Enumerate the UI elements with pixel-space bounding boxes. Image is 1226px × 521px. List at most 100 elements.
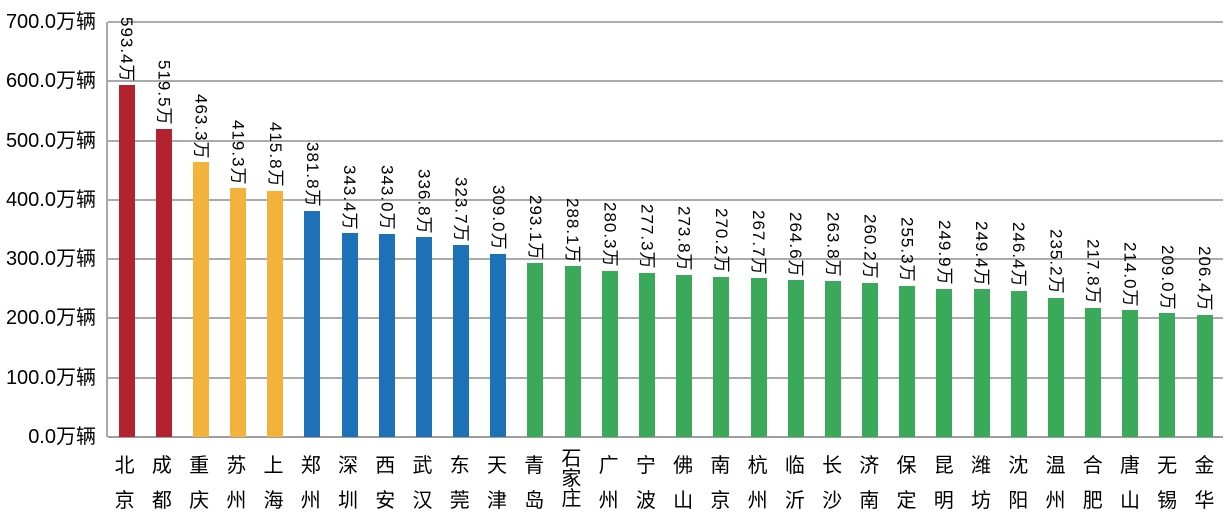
x-axis-label-char: 州 bbox=[300, 490, 321, 512]
gridline bbox=[108, 139, 1223, 142]
x-axis-label-char: 深 bbox=[338, 455, 359, 477]
x-axis-label-char: 杭 bbox=[747, 455, 768, 477]
bar-value-label: 235.2万 bbox=[1046, 229, 1066, 295]
bar bbox=[155, 129, 172, 437]
bar-value-label: 270.2万 bbox=[711, 208, 731, 274]
bar-value-label: 246.4万 bbox=[1009, 222, 1029, 288]
bar-column: 249.4万 bbox=[963, 22, 1000, 437]
x-axis-label-char: 庆 bbox=[189, 490, 210, 512]
bar bbox=[862, 282, 879, 437]
x-axis-label-char: 天 bbox=[486, 455, 507, 477]
x-axis-label-char: 州 bbox=[1045, 490, 1066, 512]
bar-value-label: 343.0万 bbox=[377, 165, 397, 231]
bar-value-label: 519.5万 bbox=[154, 60, 174, 127]
x-axis-label: 唐山 bbox=[1111, 449, 1148, 519]
gridline bbox=[108, 376, 1223, 379]
bar-column: 235.2万 bbox=[1037, 22, 1074, 437]
y-tick-label: 600.0万辆 bbox=[5, 70, 96, 93]
x-axis-label: 武汉 bbox=[404, 449, 441, 519]
bar-column: 343.0万 bbox=[368, 22, 405, 437]
x-axis-label: 无锡 bbox=[1149, 449, 1186, 519]
bar-column: 323.7万 bbox=[443, 22, 480, 437]
x-axis-label-char: 临 bbox=[784, 455, 805, 477]
x-axis-label-char: 肥 bbox=[1082, 490, 1103, 512]
bar-value-label: 249.9万 bbox=[934, 220, 954, 286]
bar-column: 415.8万 bbox=[257, 22, 294, 437]
x-axis-label: 青岛 bbox=[516, 449, 553, 519]
x-axis-label-char: 波 bbox=[635, 490, 656, 512]
bar bbox=[1159, 313, 1176, 437]
y-tick-label: 100.0万辆 bbox=[5, 366, 96, 389]
x-axis-label-char: 京 bbox=[710, 490, 731, 512]
bar-column: 419.3万 bbox=[220, 22, 257, 437]
x-axis-label: 南京 bbox=[702, 449, 739, 519]
x-axis-label: 沈阳 bbox=[1000, 449, 1037, 519]
x-axis-label-char: 定 bbox=[896, 490, 917, 512]
x-axis-label-char: 州 bbox=[226, 490, 247, 512]
gridline bbox=[108, 258, 1223, 261]
x-axis-label-char: 汉 bbox=[412, 490, 433, 512]
x-axis-label-char: 坊 bbox=[971, 490, 991, 512]
x-axis-label: 临沂 bbox=[776, 449, 813, 519]
bar bbox=[713, 276, 730, 437]
bar-column: 280.3万 bbox=[591, 22, 628, 437]
bar-value-label: 206.4万 bbox=[1195, 246, 1215, 312]
bar-value-label: 419.3万 bbox=[228, 119, 248, 186]
x-axis-label: 深圳 bbox=[329, 449, 366, 519]
bar-column: 263.8万 bbox=[814, 22, 851, 437]
bar-value-label: 323.7万 bbox=[451, 176, 471, 243]
bar-value-label: 593.4万 bbox=[117, 16, 137, 83]
bar bbox=[1010, 290, 1027, 437]
bar-value-label: 214.0万 bbox=[1120, 241, 1140, 308]
x-axis-label-char: 北 bbox=[114, 455, 135, 477]
bar bbox=[453, 245, 470, 437]
bar-column: 519.5万 bbox=[145, 22, 182, 437]
x-axis-label: 广州 bbox=[590, 449, 627, 519]
x-axis-label-char: 沈 bbox=[1008, 455, 1029, 477]
bar-column: 288.1万 bbox=[554, 22, 591, 437]
bar-value-label: 249.4万 bbox=[972, 220, 992, 287]
x-axis-label-char: 山 bbox=[673, 490, 694, 512]
y-tick-label: 0.0万辆 bbox=[28, 426, 96, 448]
plot-area: 593.4万 519.5万 463.3万 419.3万 415.8万 381.8万 343.… bbox=[106, 17, 1223, 438]
x-axis-label: 昆明 bbox=[925, 449, 962, 519]
bar bbox=[1122, 310, 1139, 437]
bar-value-label: 217.8万 bbox=[1083, 239, 1103, 305]
x-axis-label-char: 青 bbox=[524, 455, 545, 477]
bar-column: 255.3万 bbox=[889, 22, 926, 437]
x-axis-label-char: 南 bbox=[710, 455, 731, 477]
x-axis-label-char: 莞 bbox=[449, 490, 470, 512]
bars-row: 593.4万 519.5万 463.3万 419.3万 415.8万 381.8万 343.… bbox=[108, 17, 1223, 437]
gridline bbox=[108, 21, 1223, 23]
bar-value-label: 336.8万 bbox=[414, 168, 434, 235]
bar-column: 246.4万 bbox=[1000, 22, 1037, 437]
x-axis-label-char: 安 bbox=[375, 490, 396, 512]
x-axis-label-char: 佛 bbox=[673, 455, 694, 477]
bar bbox=[973, 289, 990, 437]
bar-value-label: 209.0万 bbox=[1157, 244, 1177, 311]
x-axis-label: 保定 bbox=[888, 449, 925, 519]
x-axis-label: 北京 bbox=[106, 449, 143, 519]
gridline bbox=[108, 317, 1223, 320]
x-axis-label-char: 锡 bbox=[1157, 490, 1178, 512]
x-axis-label: 石家庄 bbox=[553, 449, 590, 509]
x-axis-label-char: 成 bbox=[151, 455, 172, 477]
bar-column: 273.8万 bbox=[666, 22, 703, 437]
x-axis-label-char: 华 bbox=[1194, 490, 1215, 512]
bar bbox=[378, 233, 395, 437]
x-axis-label-char: 潍 bbox=[971, 455, 991, 477]
x-axis-label-char: 温 bbox=[1045, 455, 1066, 477]
bar bbox=[936, 288, 953, 437]
bar-column: 264.6万 bbox=[777, 22, 814, 437]
x-axis-label-char: 东 bbox=[449, 455, 470, 477]
x-axis-label-char: 沙 bbox=[822, 490, 843, 512]
x-axis-label-char: 无 bbox=[1157, 455, 1178, 477]
bar-column: 593.4万 bbox=[108, 17, 145, 437]
x-axis-label-char: 保 bbox=[896, 455, 917, 477]
bar-column: 336.8万 bbox=[405, 22, 442, 437]
bar bbox=[787, 280, 804, 437]
x-axis-label: 宁波 bbox=[627, 449, 664, 519]
x-axis-label-char: 圳 bbox=[338, 490, 359, 512]
bar bbox=[415, 237, 432, 437]
x-axis-label-char: 武 bbox=[412, 455, 433, 477]
